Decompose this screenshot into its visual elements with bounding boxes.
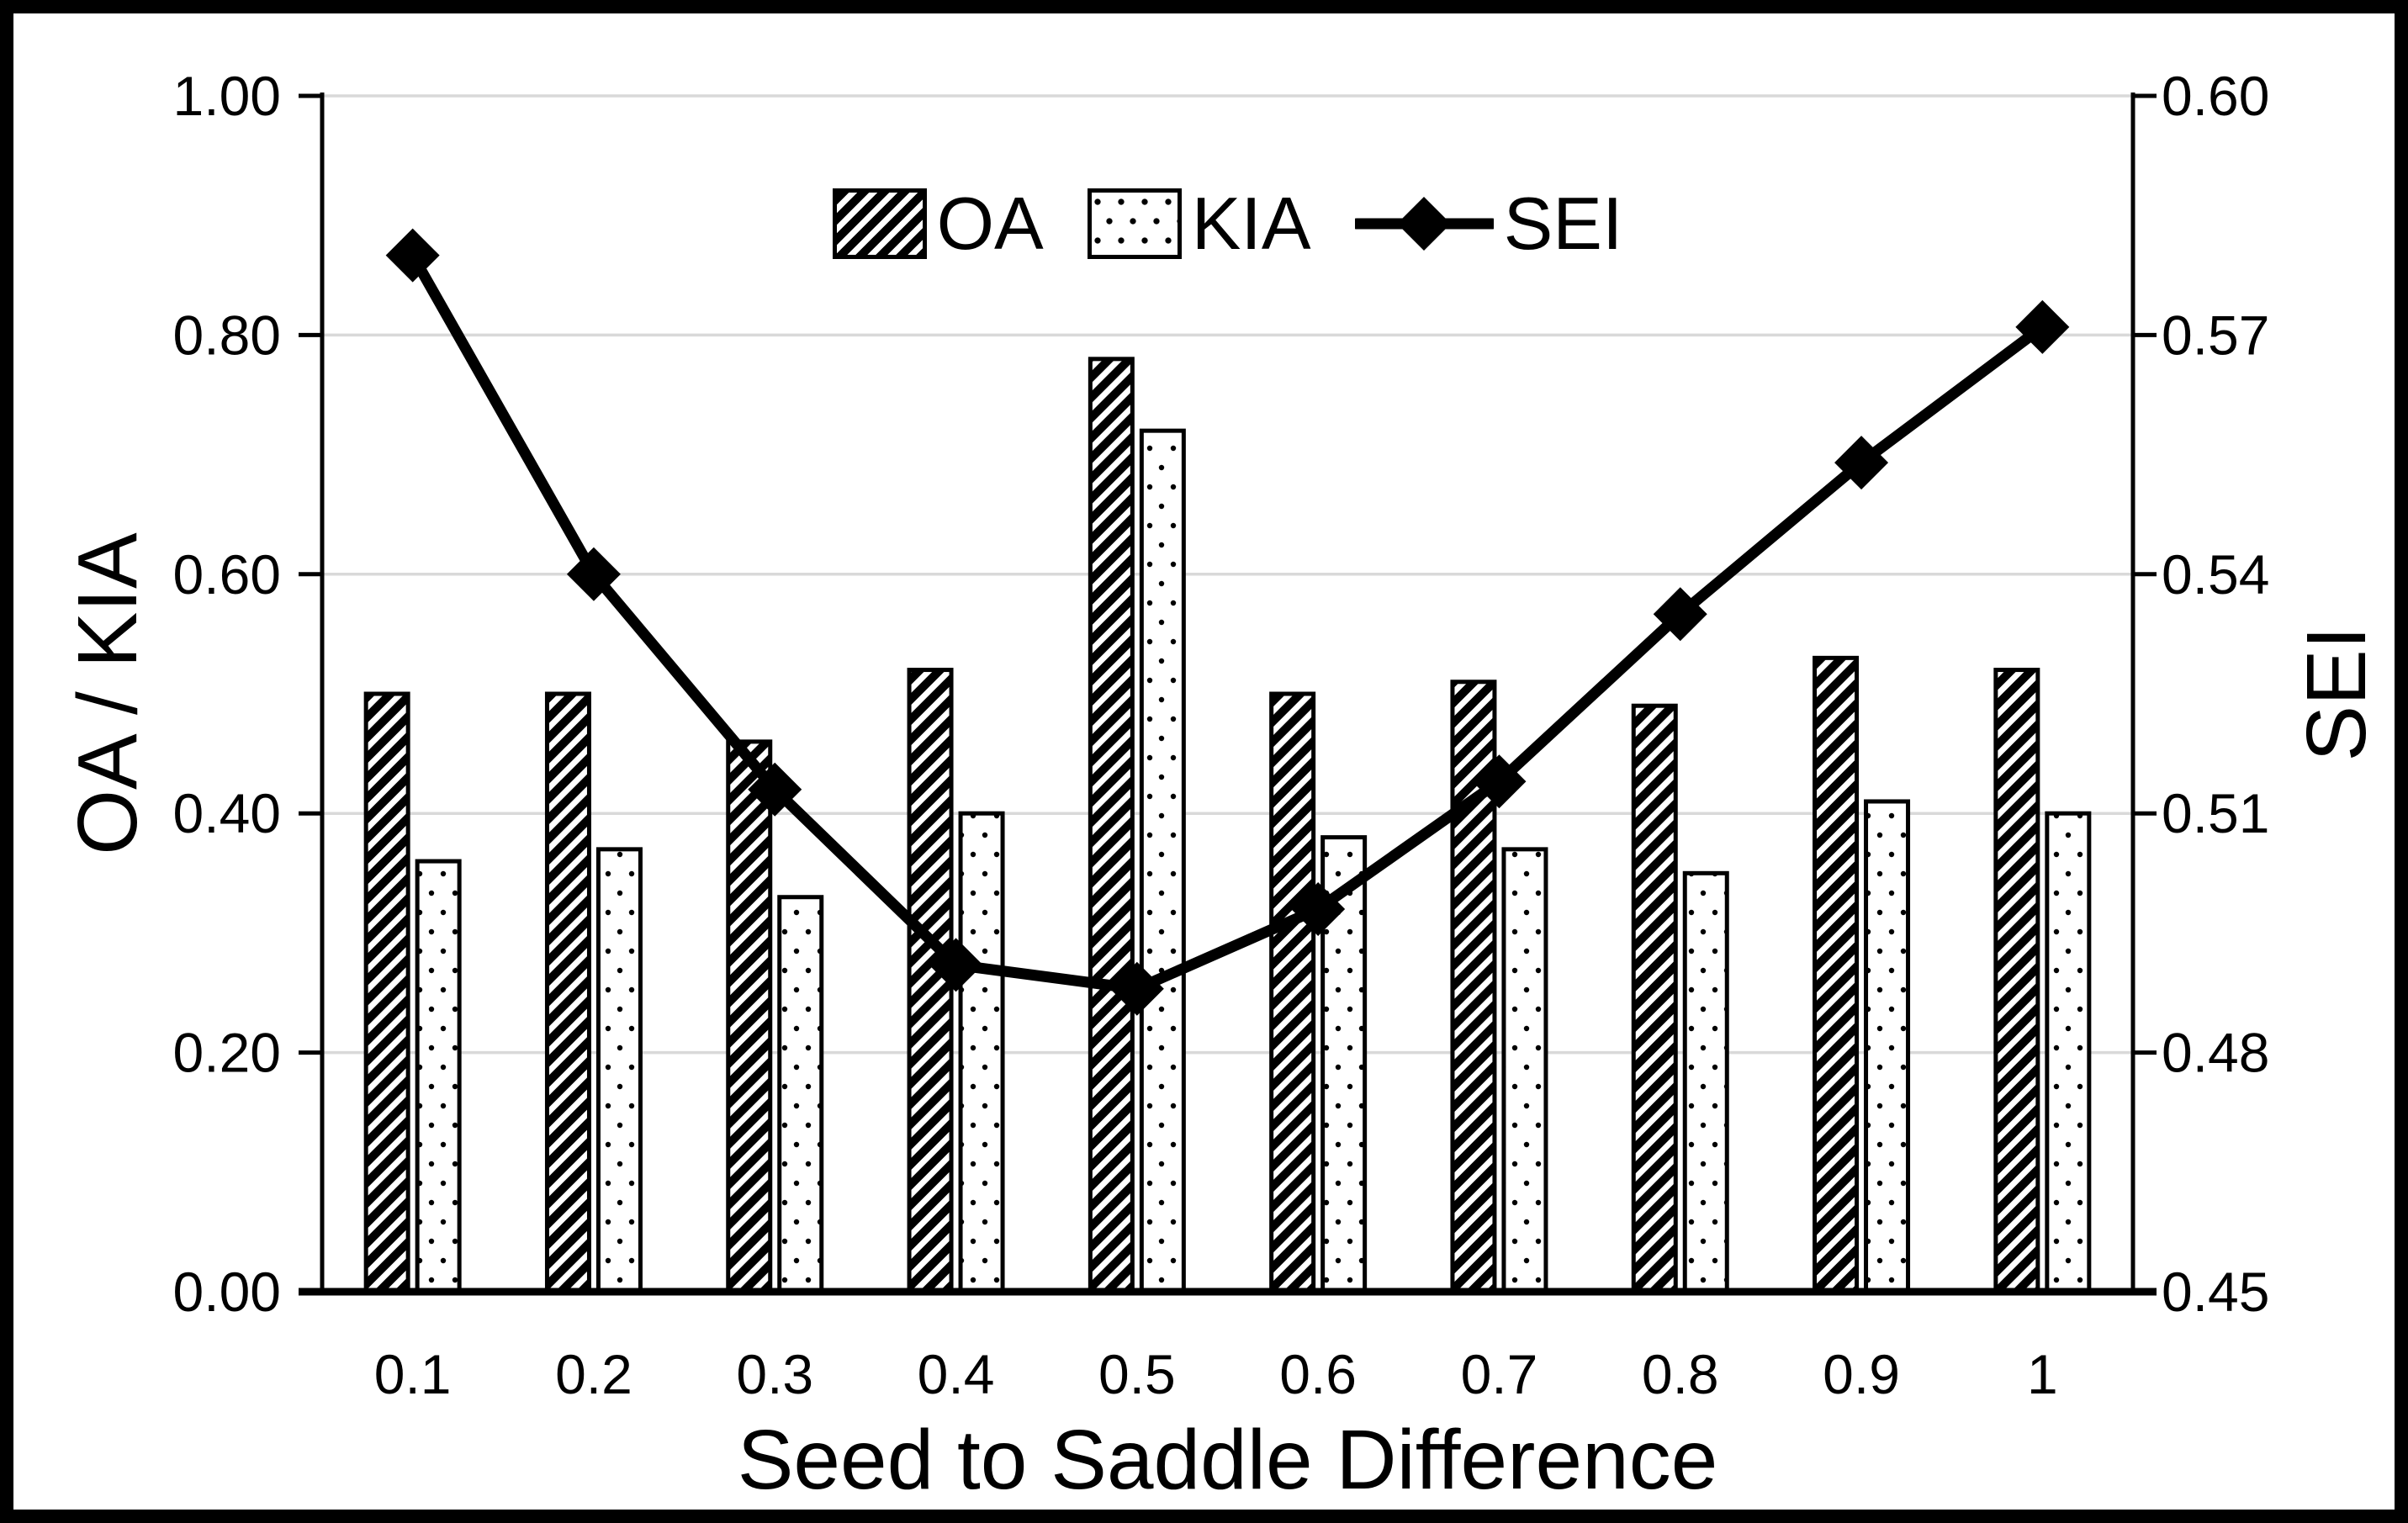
right-axis-tick-label: 0.57 [2162,304,2269,366]
kia-bar [595,847,643,1294]
combo-chart: 0.00 0.450.20 0.480.40 0.510.60 0.540.80 0.57… [173,65,2270,1405]
kia-bar [1682,870,1729,1294]
left-axis-tick-label: 0.80 [173,304,281,366]
kia-bar [777,895,824,1294]
right-axis-tick-label: 0.48 [2162,1022,2269,1084]
right-axis-tick-label: 0.60 [2162,65,2269,127]
kia-bar [415,859,462,1294]
sei-marker [2015,299,2070,354]
left-axis-tick-label: 0.40 [173,782,281,844]
oa-bar [363,691,410,1294]
x-axis-tick-label: 0.7 [1461,1343,1538,1405]
oa-bar [1088,357,1135,1294]
sei-marker [1109,961,1164,1016]
x-axis-tick-label: 0.3 [736,1343,813,1405]
right-axis-tick-label: 0.54 [2162,543,2269,605]
x-axis-tick-label: 0.1 [374,1343,452,1405]
kia-bar [1139,428,1186,1294]
left-axis-tick-label: 0.00 [173,1261,281,1323]
sei-marker [385,228,440,283]
left-axis-tick-label: 0.20 [173,1022,281,1084]
sei-marker [1834,436,1889,490]
oa-bar [1269,691,1316,1294]
oa-hatch-swatch-icon [832,188,927,259]
legend-label-oa: OA [936,182,1044,265]
sei-marker [1291,881,1346,936]
sei-marker [929,938,983,992]
x-axis-tick-label: 0.4 [918,1343,995,1405]
right-axis-tick-label: 0.45 [2162,1261,2269,1323]
x-axis-tick-label: 0.9 [1823,1343,1900,1405]
x-axis-tick-label: 1 [2027,1343,2058,1405]
oa-bar [1813,655,1860,1294]
x-axis-tick-label: 0.5 [1098,1343,1176,1405]
left-axis-tick-label: 0.60 [173,543,281,605]
kia-dots-swatch-icon [1087,188,1182,259]
sei-line-marker-icon [1354,197,1494,251]
x-axis-tick-label: 0.6 [1279,1343,1357,1405]
legend-label-kia: KIA [1191,182,1311,265]
legend-item-oa: OA [832,182,1044,265]
oa-bar [1631,703,1678,1294]
kia-bar [1501,847,1548,1294]
chart-legend: OA KIA SEI [322,180,2133,267]
legend-item-kia: KIA [1087,182,1311,265]
left-axis-tick-label: 1.00 [173,65,281,127]
sei-marker [1472,754,1527,809]
sei-line [407,250,2048,995]
kia-bar [1864,799,1911,1294]
x-axis-title: Seed to Saddle Difference [737,1413,1718,1507]
sei-marker [1653,587,1707,642]
sei-marker [748,762,802,817]
legend-item-sei: SEI [1354,182,1623,265]
oa-bar [1993,668,2040,1294]
sei-marker [566,547,621,601]
kia-bar [958,811,1005,1294]
x-axis-tick-label: 0.8 [1642,1343,1719,1405]
oa-bar [544,691,591,1294]
x-axis-tick-label: 0.2 [555,1343,632,1405]
legend-label-sei: SEI [1503,182,1623,265]
kia-bar [2045,811,2092,1294]
oa-bar [726,739,773,1294]
right-axis-tick-label: 0.51 [2162,782,2269,844]
